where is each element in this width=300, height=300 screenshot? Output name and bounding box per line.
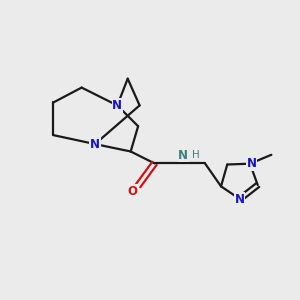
Text: N: N [112, 99, 122, 112]
Text: N: N [90, 138, 100, 151]
Text: N: N [178, 148, 188, 162]
Text: N: N [247, 157, 256, 170]
Text: H: H [192, 150, 200, 160]
Text: N: N [235, 193, 245, 206]
Text: O: O [128, 184, 138, 197]
